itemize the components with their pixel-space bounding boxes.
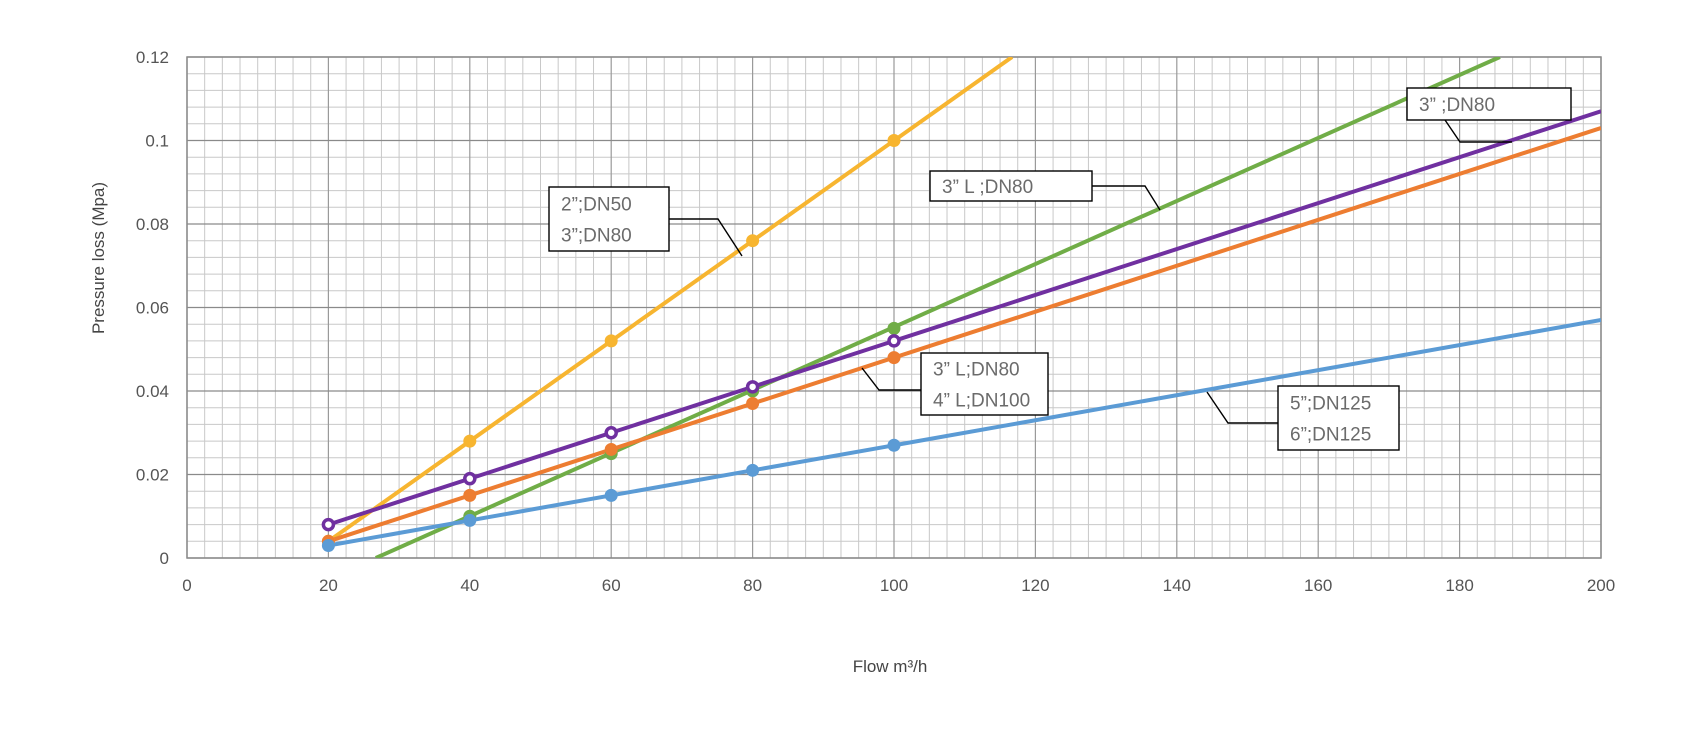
data-point-series-0 xyxy=(887,134,901,147)
plot-frame xyxy=(186,56,1602,559)
series-lines xyxy=(327,57,1601,558)
annotation-leader-1 xyxy=(1092,185,1161,211)
annotation-leader-2 xyxy=(1444,119,1512,143)
data-point-series-2 xyxy=(887,334,901,348)
series-markers xyxy=(321,134,901,552)
annotation-box-2 xyxy=(1406,87,1572,121)
y-tick-label: 0.08 xyxy=(136,215,169,234)
data-point-series-4 xyxy=(746,463,760,477)
y-tick-label: 0.04 xyxy=(136,382,169,401)
annotation-label: 6”;DN125 xyxy=(1290,425,1371,446)
data-point-series-3 xyxy=(746,397,760,411)
data-point-series-0 xyxy=(746,234,760,248)
x-tick-label: 160 xyxy=(1304,576,1332,595)
series-line-0 xyxy=(327,57,1014,543)
annotation-label: 4” L;DN100 xyxy=(933,391,1030,412)
annotation-label: 3” ;DN80 xyxy=(1419,95,1495,116)
y-tick-label: 0 xyxy=(160,549,169,568)
data-point-series-2 xyxy=(463,471,477,486)
x-tick-label: 140 xyxy=(1163,576,1191,595)
annotation-box-3 xyxy=(920,352,1049,416)
data-point-series-3 xyxy=(887,351,901,365)
x-tick-label: 100 xyxy=(880,576,908,595)
annotation-leader-3 xyxy=(861,367,921,391)
series-line-1 xyxy=(374,57,1501,558)
annotation-label: 2”;DN50 xyxy=(561,195,632,216)
data-point-series-2 xyxy=(321,517,336,532)
data-point-series-0 xyxy=(604,334,618,348)
data-point-series-4 xyxy=(887,438,901,452)
annotation-label: 3” L;DN80 xyxy=(933,360,1020,381)
data-point-series-3 xyxy=(604,442,618,456)
x-tick-label: 180 xyxy=(1445,576,1473,595)
data-point-series-3 xyxy=(463,488,477,502)
x-axis-title: Flow m³/h xyxy=(853,657,928,676)
x-tick-label: 20 xyxy=(319,576,338,595)
annotation-label: 3”;DN80 xyxy=(561,226,632,247)
x-tick-label: 120 xyxy=(1021,576,1049,595)
x-tick-label: 0 xyxy=(182,576,191,595)
annotation-label: 5”;DN125 xyxy=(1290,394,1371,415)
x-tick-label: 80 xyxy=(743,576,762,595)
x-tick-label: 200 xyxy=(1587,576,1615,595)
tick-labels: 0 20 40 60 80 100 120 140 160 180 200 0 0.02 0.04 0.06… xyxy=(136,48,1615,595)
annotation-leader-0 xyxy=(669,218,743,257)
x-tick-label: 60 xyxy=(602,576,621,595)
annotation-box-0 xyxy=(548,186,670,252)
y-tick-label: 0.12 xyxy=(136,48,169,67)
annotation-box-1 xyxy=(929,170,1093,202)
y-tick-label: 0.1 xyxy=(145,132,169,151)
y-tick-label: 0.06 xyxy=(136,299,169,318)
annotation-label: 3” L ;DN80 xyxy=(942,177,1033,198)
y-axis-title: Pressure loss (Mpa) xyxy=(89,182,108,334)
data-point-series-2 xyxy=(745,380,760,394)
data-point-series-4 xyxy=(321,538,335,552)
y-tick-label: 0.02 xyxy=(136,466,169,485)
annotations: 2”;DN50 3”;DN80 3” L ;DN80 3” ;DN80 3” L;DN8… xyxy=(548,87,1572,451)
data-point-series-1 xyxy=(887,321,901,335)
data-point-series-2 xyxy=(604,426,618,440)
x-tick-label: 40 xyxy=(460,576,479,595)
data-point-series-4 xyxy=(463,513,477,527)
series-line-4 xyxy=(328,318,1601,548)
series-line-2 xyxy=(327,109,1601,527)
series-line-3 xyxy=(327,126,1601,544)
data-point-series-4 xyxy=(604,488,618,502)
annotation-leader-4 xyxy=(1206,391,1278,424)
annotation-box-4 xyxy=(1277,385,1400,451)
data-point-series-0 xyxy=(463,434,477,448)
